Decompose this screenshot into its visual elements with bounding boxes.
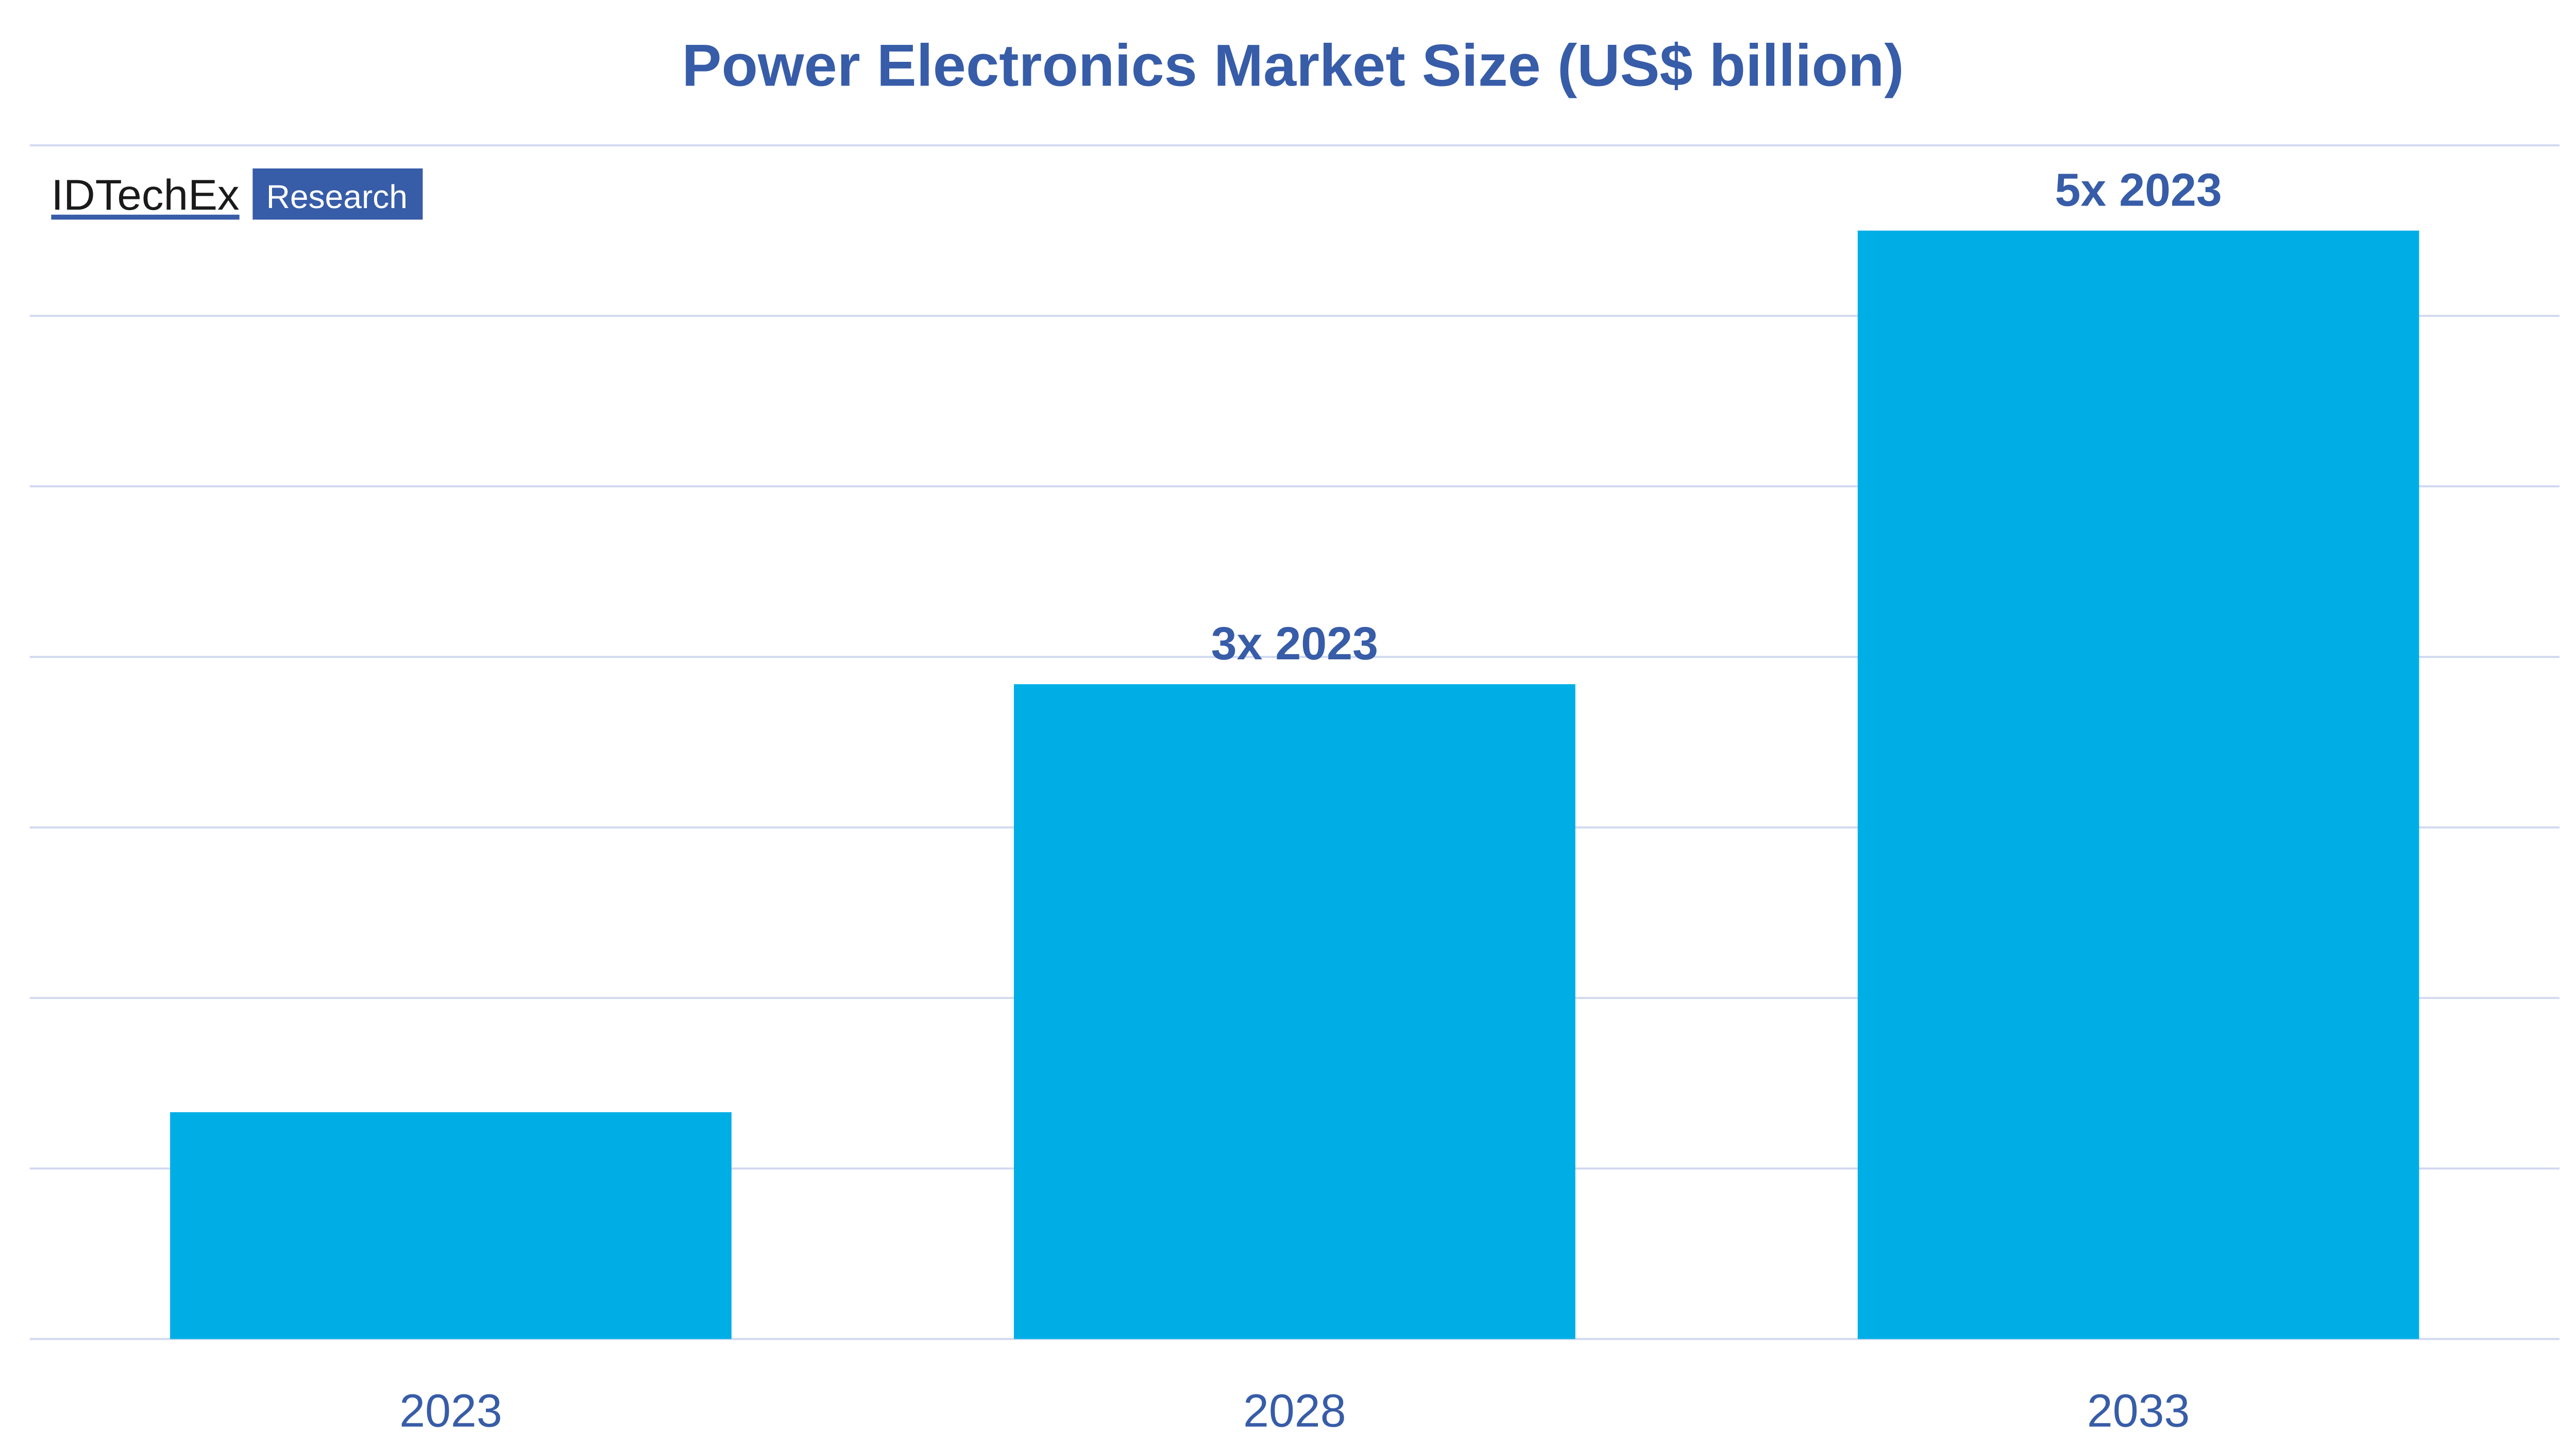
data-labels: 3x 2023 5x 2023 (1211, 165, 2222, 670)
logo-brand: IDTechEx (51, 171, 239, 219)
bars (170, 230, 2419, 1339)
logo-tag: Research (266, 178, 408, 215)
x-tick-label: 2023 (399, 1385, 502, 1437)
bar-2023 (170, 1112, 732, 1339)
bar-2028 (1013, 684, 1575, 1339)
data-label: 3x 2023 (1211, 618, 1378, 670)
x-tick-label: 2033 (2087, 1385, 2190, 1437)
x-tick-labels: 2023 2028 2033 (399, 1385, 2190, 1437)
idtechex-logo: IDTechEx Research (51, 168, 423, 220)
bar-2033 (1857, 230, 2419, 1339)
data-label: 5x 2023 (2055, 165, 2222, 216)
x-tick-label: 2028 (1243, 1385, 1346, 1437)
chart-title: Power Electronics Market Size (US$ billi… (682, 33, 1904, 99)
